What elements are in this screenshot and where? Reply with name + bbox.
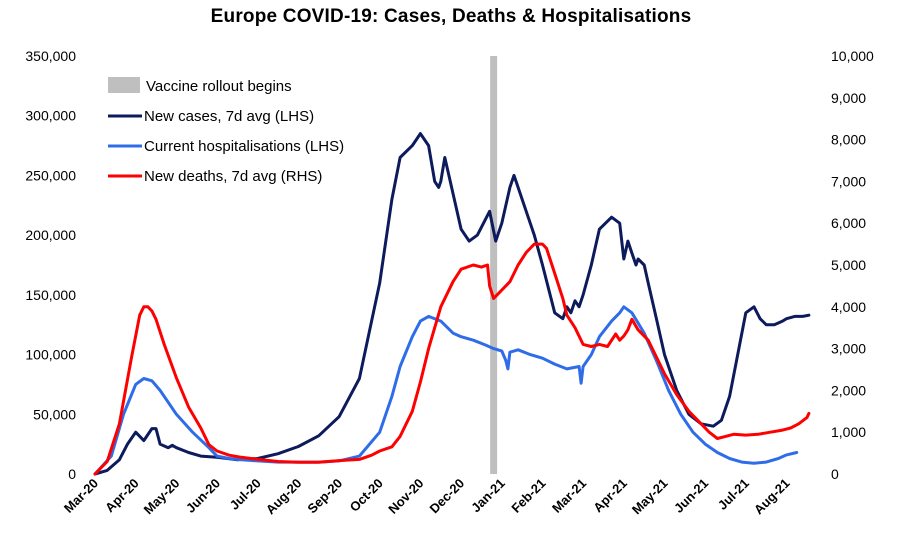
x-tick-label: May-20 [141, 476, 183, 518]
right-tick-label: 5,000 [831, 257, 866, 273]
legend-label-deaths: New deaths, 7d avg (RHS) [144, 168, 322, 185]
x-tick-label: Feb-21 [508, 476, 548, 516]
left-tick-label: 200,000 [25, 227, 76, 243]
x-tick-label: Oct-20 [347, 476, 386, 515]
left-tick-label: 0 [68, 466, 76, 482]
legend: Vaccine rollout begins New cases, 7d avg… [108, 77, 344, 185]
left-tick-label: 50,000 [33, 406, 76, 422]
legend-label-hospitalisations: Current hospitalisations (LHS) [144, 138, 344, 155]
right-tick-label: 0 [831, 466, 839, 482]
x-tick-label: Sep-20 [304, 476, 345, 517]
right-axis: 0 1,000 2,000 3,000 4,000 5,000 6,000 7,000 8,00… [831, 48, 874, 482]
legend-label-vaccine: Vaccine rollout begins [146, 78, 292, 95]
x-tick-label: Apr-21 [590, 476, 630, 516]
x-tick-label: Nov-20 [385, 476, 426, 517]
x-tick-label: Mar-20 [61, 476, 101, 516]
x-tick-label: Jun-20 [183, 476, 223, 516]
series-line-hospitalisations [93, 305, 799, 476]
x-tick-label: Dec-20 [426, 476, 467, 517]
legend-swatch-vaccine [108, 77, 140, 93]
x-tick-label: Mar-21 [549, 476, 589, 516]
x-tick-label: Jan-21 [468, 476, 508, 516]
left-tick-label: 350,000 [25, 48, 76, 64]
left-tick-label: 250,000 [25, 167, 76, 183]
left-tick-label: 150,000 [25, 287, 76, 303]
x-tick-label: Jul-20 [227, 476, 264, 513]
right-tick-label: 3,000 [831, 341, 866, 357]
right-tick-label: 2,000 [831, 382, 866, 398]
left-axis: 0 50,000 100,000 150,000 200,000 250,000 300,0… [25, 48, 76, 482]
x-tick-label: Apr-20 [102, 476, 142, 516]
right-tick-label: 9,000 [831, 90, 866, 106]
right-tick-label: 10,000 [831, 48, 874, 64]
right-tick-label: 7,000 [831, 173, 866, 189]
x-tick-label: Jun-21 [671, 476, 711, 516]
left-tick-label: 300,000 [25, 108, 76, 124]
right-tick-label: 6,000 [831, 215, 866, 231]
x-tick-label: Aug-21 [751, 476, 793, 518]
series-line-deaths [93, 242, 811, 476]
legend-label-cases: New cases, 7d avg (LHS) [144, 108, 314, 125]
left-tick-label: 100,000 [25, 347, 76, 363]
series-layer [93, 132, 811, 476]
right-tick-label: 1,000 [831, 424, 866, 440]
right-tick-label: 4,000 [831, 299, 866, 315]
x-tick-label: Jul-21 [715, 476, 752, 513]
x-tick-label: Aug-20 [263, 476, 305, 518]
x-tick-label: May-21 [629, 476, 671, 518]
right-tick-label: 8,000 [831, 132, 866, 148]
chart-title: Europe COVID-19: Cases, Deaths & Hospita… [210, 6, 692, 27]
vaccine-rollout-band [490, 56, 498, 474]
series-line-cases [93, 132, 811, 476]
